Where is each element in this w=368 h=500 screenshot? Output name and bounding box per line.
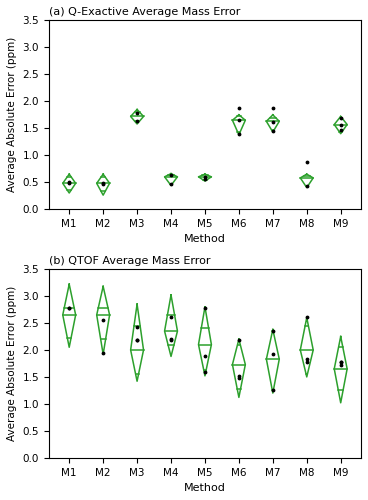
Y-axis label: Average Absolute Error (ppm): Average Absolute Error (ppm) <box>7 286 17 441</box>
X-axis label: Method: Method <box>184 234 226 244</box>
Text: (b) QTOF Average Mass Error: (b) QTOF Average Mass Error <box>49 256 210 266</box>
Text: (a) Q-Exactive Average Mass Error: (a) Q-Exactive Average Mass Error <box>49 7 240 17</box>
Y-axis label: Average Absolute Error (ppm): Average Absolute Error (ppm) <box>7 37 17 192</box>
X-axis label: Method: Method <box>184 483 226 493</box>
